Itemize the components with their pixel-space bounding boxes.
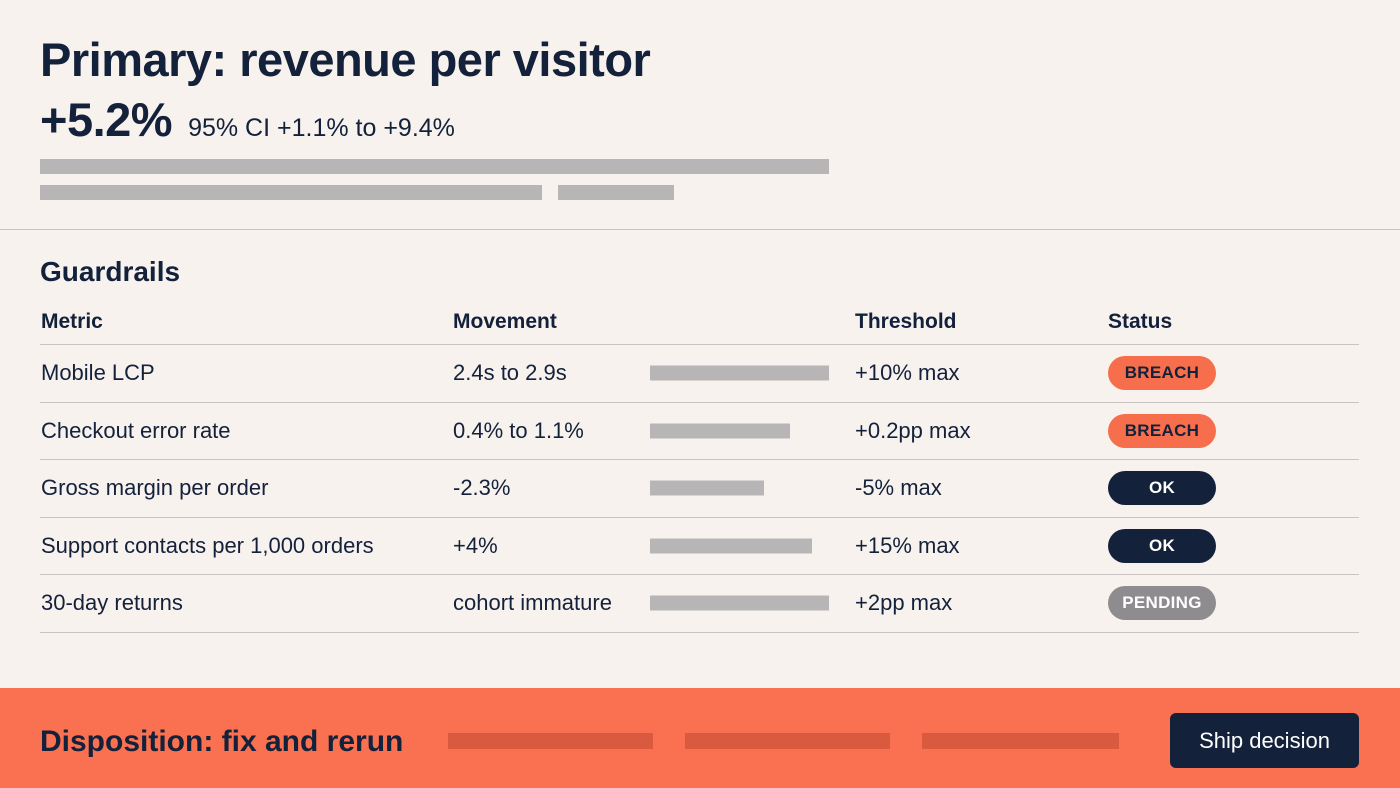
- column-header-metric: Metric: [41, 310, 103, 333]
- movement-placeholder-bar: [650, 480, 764, 496]
- guardrails-table: Metric Movement Threshold Status Mobile …: [40, 300, 1359, 633]
- placeholder-text-line: [685, 733, 890, 749]
- metric-name: 30-day returns: [41, 590, 183, 616]
- status-badge: PENDING: [1108, 586, 1216, 621]
- placeholder-text-line: [40, 185, 542, 200]
- metric-threshold: +10% max: [855, 360, 960, 386]
- movement-placeholder-bar: [650, 423, 790, 439]
- metric-name: Mobile LCP: [41, 360, 155, 386]
- status-cell: OK: [1108, 471, 1216, 506]
- metric-name: Gross margin per order: [41, 475, 269, 501]
- placeholder-text-line: [922, 733, 1119, 749]
- metric-threshold: +0.2pp max: [855, 417, 971, 443]
- metric-movement: +4%: [453, 532, 498, 558]
- section-divider: [0, 229, 1400, 230]
- placeholder-text-line: [558, 185, 674, 200]
- placeholder-text-line: [448, 733, 653, 749]
- status-cell: OK: [1108, 528, 1216, 563]
- status-cell: PENDING: [1108, 586, 1216, 621]
- movement-placeholder-bar: [650, 595, 829, 611]
- metric-movement: cohort immature: [453, 590, 612, 616]
- placeholder-text-line: [40, 159, 829, 174]
- column-header-threshold: Threshold: [855, 310, 957, 333]
- disposition-bar: Disposition: fix and rerun Ship decision: [0, 688, 1400, 788]
- status-badge: BREACH: [1108, 413, 1216, 448]
- movement-placeholder-bar: [650, 538, 812, 554]
- table-row: Support contacts per 1,000 orders +4% +1…: [40, 518, 1359, 575]
- status-cell: BREACH: [1108, 413, 1216, 448]
- table-row: 30-day returns cohort immature +2pp max …: [40, 575, 1359, 633]
- disposition-text: Disposition: fix and rerun: [40, 725, 404, 758]
- metric-threshold: +2pp max: [855, 590, 953, 616]
- metric-movement: -2.3%: [453, 475, 511, 501]
- status-cell: BREACH: [1108, 356, 1216, 391]
- column-header-status: Status: [1108, 310, 1173, 333]
- confidence-interval: 95% CI +1.1% to +9.4%: [188, 114, 455, 142]
- primary-lift-value: +5.2%: [40, 93, 173, 146]
- status-badge: OK: [1108, 528, 1216, 563]
- metric-name: Checkout error rate: [41, 417, 231, 443]
- table-header: Metric Movement Threshold Status: [40, 300, 1359, 345]
- ship-decision-button[interactable]: Ship decision: [1170, 713, 1359, 768]
- table-row: Checkout error rate 0.4% to 1.1% +0.2pp …: [40, 403, 1359, 460]
- metric-movement: 2.4s to 2.9s: [453, 360, 567, 386]
- guardrails-heading: Guardrails: [40, 256, 181, 287]
- status-badge: BREACH: [1108, 356, 1216, 391]
- primary-metric-section: Primary: revenue per visitor +5.2% 95% C…: [0, 0, 1400, 230]
- metric-movement: 0.4% to 1.1%: [453, 417, 584, 443]
- table-row: Mobile LCP 2.4s to 2.9s +10% max BREACH: [40, 345, 1359, 403]
- metric-threshold: +15% max: [855, 532, 960, 558]
- primary-metric-title: Primary: revenue per visitor: [40, 33, 651, 86]
- column-header-movement: Movement: [453, 310, 557, 333]
- metric-threshold: -5% max: [855, 475, 942, 501]
- movement-placeholder-bar: [650, 365, 829, 381]
- status-badge: OK: [1108, 471, 1216, 506]
- primary-result: +5.2% 95% CI +1.1% to +9.4%: [40, 92, 455, 147]
- metric-name: Support contacts per 1,000 orders: [41, 532, 374, 558]
- table-row: Gross margin per order -2.3% -5% max OK: [40, 460, 1359, 518]
